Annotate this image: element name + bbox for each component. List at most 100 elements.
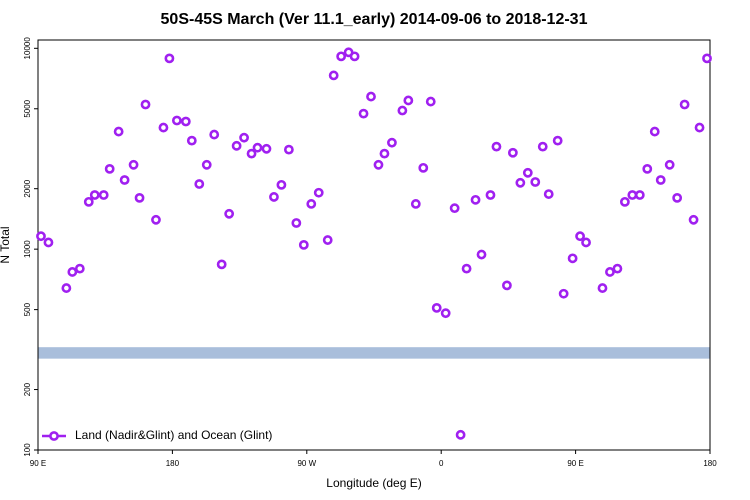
point — [567, 253, 578, 264]
point — [491, 141, 502, 152]
point — [581, 237, 591, 248]
point — [276, 179, 287, 190]
y-tick-label: 100 — [23, 443, 32, 457]
point — [449, 203, 460, 214]
point — [61, 283, 72, 293]
point — [612, 263, 623, 274]
y-tick-label: 10000 — [23, 37, 32, 60]
point — [403, 95, 414, 106]
point — [104, 163, 115, 174]
point — [627, 190, 638, 200]
point — [336, 51, 347, 62]
point — [461, 263, 472, 274]
point — [530, 177, 541, 187]
point — [128, 159, 139, 170]
point — [605, 267, 615, 277]
x-tick-label: 180 — [703, 459, 717, 468]
point — [387, 137, 397, 148]
point — [655, 175, 666, 185]
point — [410, 199, 421, 209]
point — [358, 108, 369, 119]
point — [702, 53, 712, 64]
point — [485, 190, 496, 200]
y-tick-label: 500 — [23, 302, 32, 316]
point — [418, 162, 429, 173]
point — [74, 263, 85, 274]
x-axis-label: Longitude (deg E) — [326, 476, 421, 490]
point — [239, 132, 249, 143]
point — [455, 429, 466, 440]
point — [425, 96, 436, 107]
point — [672, 192, 683, 203]
point — [349, 51, 360, 62]
point — [558, 288, 569, 299]
point — [543, 189, 554, 199]
point — [209, 129, 220, 140]
point — [694, 122, 705, 133]
point — [201, 159, 212, 170]
point — [379, 148, 390, 159]
point — [83, 196, 94, 207]
point — [283, 144, 294, 155]
point — [89, 190, 100, 200]
point — [397, 105, 408, 116]
point — [440, 308, 451, 319]
point — [298, 240, 309, 250]
point — [552, 135, 563, 146]
point — [470, 194, 481, 205]
point — [252, 142, 263, 153]
point — [158, 122, 169, 133]
point — [688, 214, 699, 225]
point — [507, 147, 518, 158]
x-tick-label: 90 E — [567, 459, 583, 468]
point — [642, 163, 653, 174]
point — [597, 283, 608, 293]
plot-frame — [37, 39, 711, 451]
point — [186, 135, 197, 146]
point — [113, 126, 124, 137]
y-tick-label: 5000 — [23, 99, 32, 117]
point — [261, 143, 272, 154]
point — [522, 167, 533, 178]
point — [679, 99, 690, 110]
point — [140, 99, 151, 110]
point — [151, 214, 161, 225]
y-tick-label: 2000 — [23, 179, 32, 197]
x-tick-label: 180 — [166, 459, 180, 468]
point — [328, 70, 339, 81]
point — [306, 199, 317, 209]
point — [171, 115, 182, 126]
point — [366, 91, 376, 102]
point — [537, 141, 548, 152]
point — [231, 140, 242, 151]
point — [322, 235, 333, 245]
y-axis-label: N Total — [0, 226, 12, 263]
point — [164, 53, 175, 64]
point — [476, 249, 487, 260]
point — [619, 196, 630, 207]
point — [515, 177, 526, 188]
point — [119, 175, 130, 185]
point — [180, 116, 191, 127]
point — [134, 192, 145, 203]
point — [313, 187, 324, 198]
y-tick-label: 200 — [23, 382, 32, 396]
point — [373, 159, 384, 170]
point — [98, 190, 109, 200]
band — [38, 347, 710, 359]
chart-title: 50S-45S March (Ver 11.1_early) 2014-09-0… — [161, 11, 588, 28]
point — [575, 231, 585, 242]
legend-label: Land (Nadir&Glint) and Ocean (Glint) — [75, 428, 272, 442]
point — [246, 148, 257, 159]
x-tick-label: 90 W — [297, 459, 316, 468]
point — [194, 179, 205, 189]
point — [43, 237, 54, 248]
point — [649, 126, 660, 137]
point — [502, 280, 512, 291]
point — [291, 218, 302, 228]
point — [634, 190, 645, 200]
point — [664, 159, 675, 170]
point — [269, 192, 279, 202]
point — [36, 231, 46, 242]
